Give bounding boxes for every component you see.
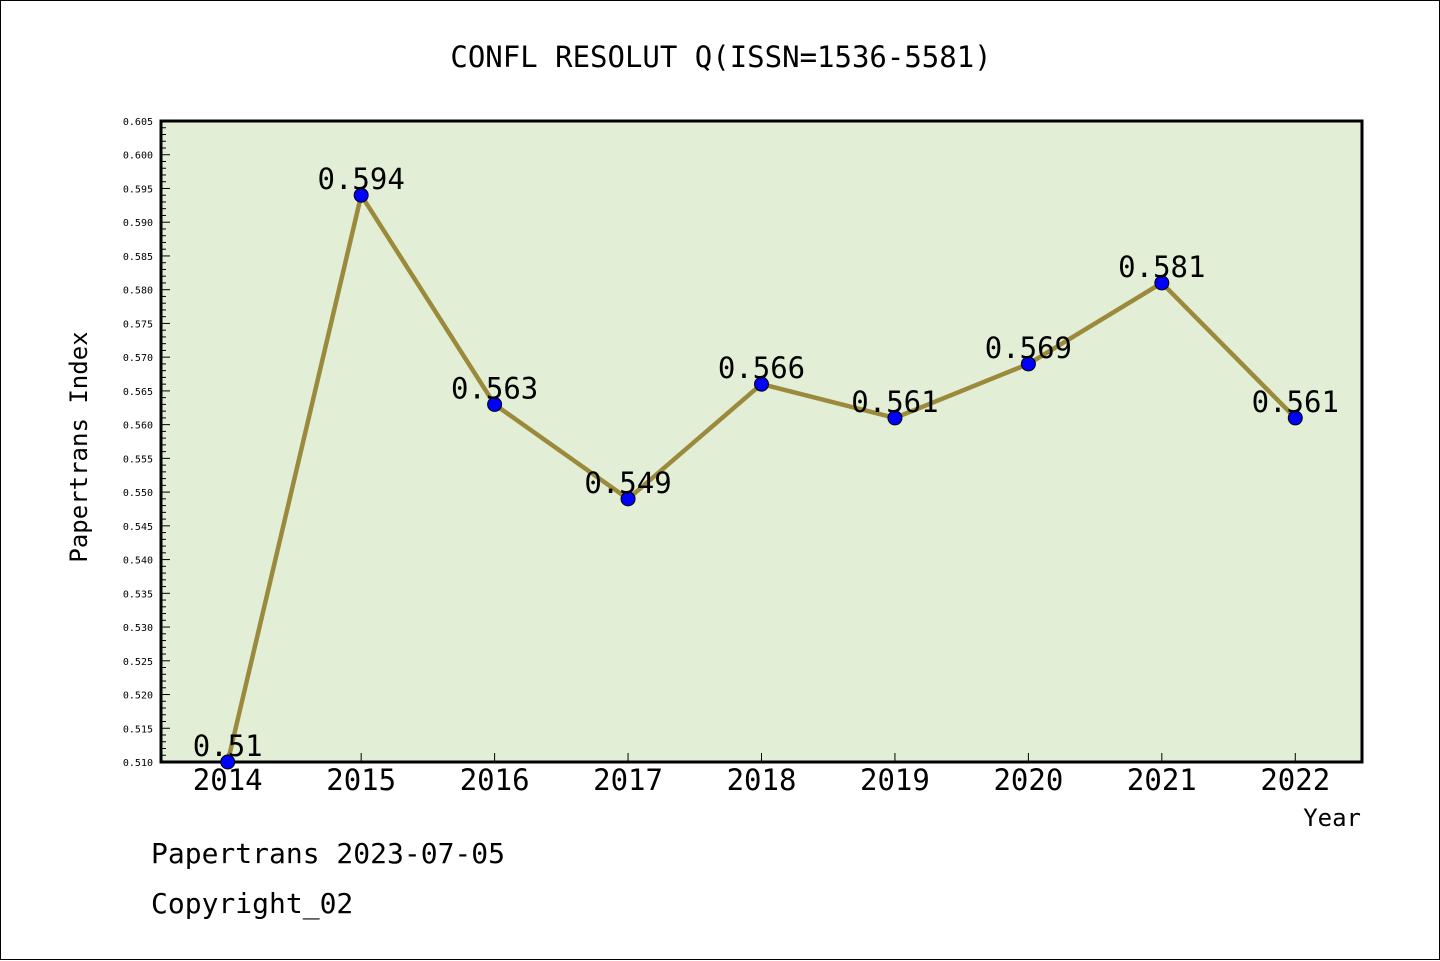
y-tick-label: 0.580 (123, 286, 153, 297)
data-label: 0.566 (718, 351, 805, 385)
x-tick-label: 2017 (593, 763, 663, 797)
data-label: 0.581 (1118, 250, 1205, 284)
y-tick-label: 0.520 (123, 691, 153, 702)
y-tick-label: 0.510 (123, 758, 153, 769)
series-markers (220, 187, 1303, 770)
data-labels: 0.51 0.594 0.563 0.549 0.566 0.561 0.569 0.581 0… (193, 162, 1339, 763)
data-label: 0.569 (985, 331, 1072, 365)
y-axis: 0.510 0.515 0.520 0.525 0.530 0.535 0.540 0.545… (123, 117, 170, 769)
y-tick-label: 0.585 (123, 252, 153, 263)
y-tick-label: 0.525 (123, 657, 153, 668)
y-tick-label: 0.535 (123, 589, 153, 600)
y-tick-label: 0.605 (123, 117, 153, 128)
data-point-marker (754, 376, 769, 392)
footer-date: Papertrans 2023-07-05 (151, 837, 506, 870)
y-tick-label: 0.570 (123, 353, 153, 364)
y-tick-label: 0.590 (123, 218, 153, 229)
data-point-marker (887, 410, 903, 426)
y-tick-label: 0.545 (123, 522, 153, 533)
y-tick-label: 0.560 (123, 421, 153, 432)
data-point-marker (1287, 410, 1303, 426)
x-axis: 2014 2015 2016 2017 2018 2019 2020 2021 2022 (193, 753, 1330, 797)
data-label: 0.561 (1252, 385, 1339, 419)
data-point-marker (1020, 356, 1036, 372)
y-tick-label: 0.600 (123, 151, 153, 162)
y-tick-label: 0.515 (123, 724, 153, 735)
y-tick-label: 0.555 (123, 454, 153, 465)
data-label: 0.51 (193, 729, 263, 763)
x-tick-label: 2019 (860, 763, 930, 797)
y-tick-label: 0.530 (123, 623, 153, 634)
footer-copyright: Copyright_02 (151, 887, 354, 920)
x-tick-label: 2016 (460, 763, 530, 797)
x-tick-label: 2020 (993, 763, 1063, 797)
x-tick-label: 2018 (727, 763, 797, 797)
data-point-marker (220, 754, 236, 770)
y-tick-label: 0.540 (123, 556, 153, 567)
x-axis-label: Year (1303, 804, 1361, 832)
y-tick-label: 0.550 (123, 488, 153, 499)
y-tick-label: 0.565 (123, 387, 153, 398)
plot-area (159, 119, 1364, 764)
data-label: 0.561 (851, 385, 938, 419)
y-tick-label: 0.575 (123, 319, 153, 330)
data-label: 0.549 (584, 466, 671, 500)
x-tick-label: 2021 (1127, 763, 1197, 797)
y-tick-label: 0.595 (123, 184, 153, 195)
data-point-marker (353, 187, 369, 203)
data-point-marker (1154, 275, 1170, 291)
data-label: 0.594 (318, 162, 405, 196)
data-label: 0.563 (451, 371, 538, 405)
data-point-marker (620, 491, 636, 507)
x-tick-label: 2022 (1260, 763, 1330, 797)
chart-title: CONFL RESOLUT Q(ISSN=1536-5581) (450, 40, 991, 74)
x-tick-label: 2015 (326, 763, 396, 797)
y-axis-label: Papertrans Index (65, 331, 93, 562)
data-point-marker (487, 396, 503, 412)
